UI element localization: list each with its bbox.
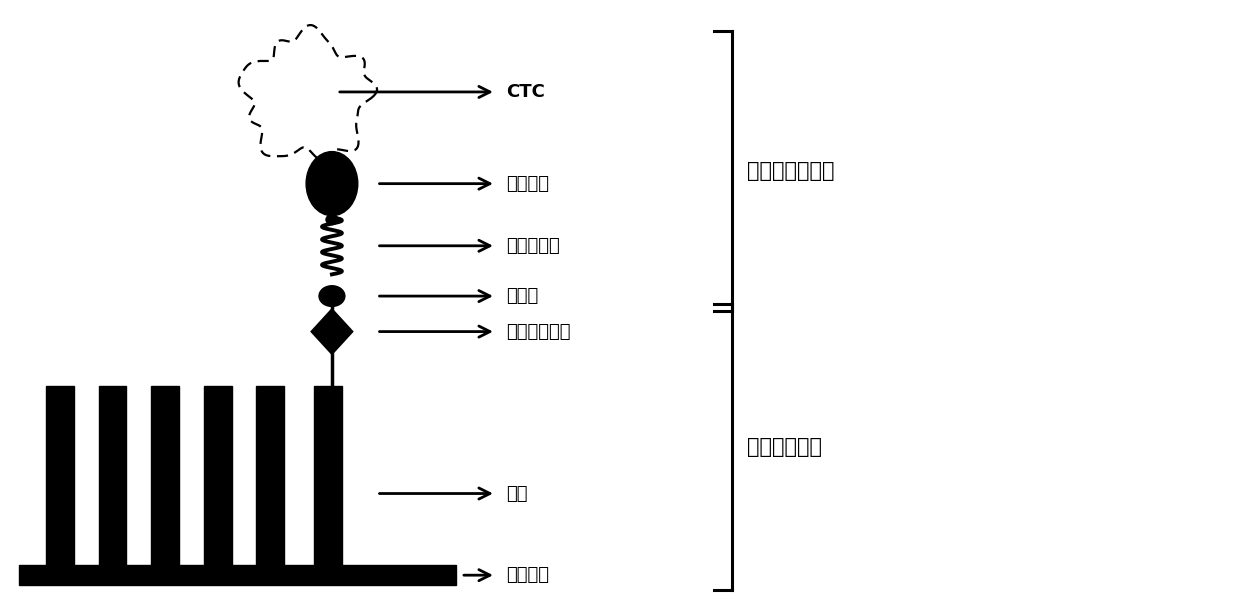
Bar (257, 386, 284, 565)
Bar (203, 386, 232, 565)
Text: CTC: CTC (506, 83, 544, 101)
Ellipse shape (326, 214, 339, 225)
Text: 细胞捕获组件: 细胞捕获组件 (748, 437, 822, 457)
Text: 特异性结合物: 特异性结合物 (506, 323, 570, 341)
Bar (46, 386, 73, 565)
Text: 适配体: 适配体 (506, 287, 538, 305)
Bar (314, 386, 342, 565)
Bar (151, 386, 179, 565)
Text: 可剪切材料: 可剪切材料 (506, 237, 559, 255)
Text: 微柱: 微柱 (506, 484, 527, 503)
Ellipse shape (306, 152, 358, 216)
Text: 捕获抗体复合物: 捕获抗体复合物 (748, 161, 835, 181)
Ellipse shape (319, 286, 345, 306)
Bar (19, 565, 456, 585)
Text: 芯片表面: 芯片表面 (506, 566, 549, 584)
Bar (98, 386, 126, 565)
Text: 捕获抗体: 捕获抗体 (506, 175, 549, 193)
Polygon shape (311, 309, 353, 355)
